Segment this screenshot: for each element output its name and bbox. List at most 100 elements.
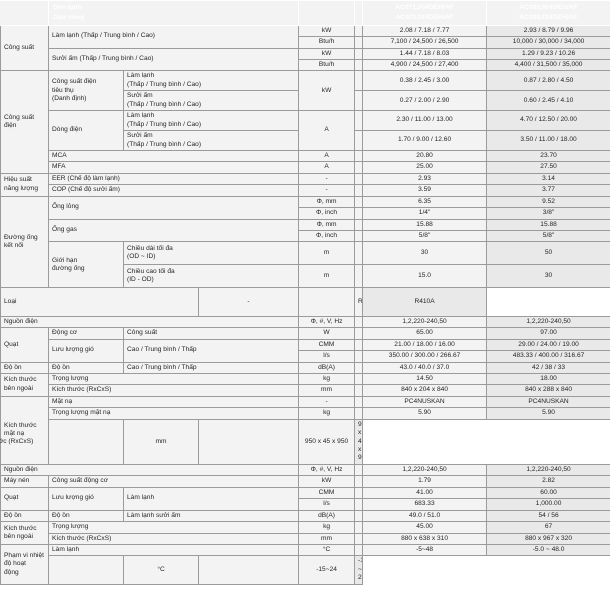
- row-label-cooling-range: Làm lạnh (Thấp / Trung bình / Cao): [48, 24, 300, 49]
- column-gap: [354, 407, 364, 420]
- row-label-cooling: Làm lạnh (Thấp / Trung bình / Cao): [123, 70, 300, 92]
- unit-cell: CMM: [298, 486, 356, 500]
- dimension-line1: Kích thước: [4, 376, 37, 384]
- row-label-power-input: Công suất điện tiêu thụ (Danh định): [48, 70, 125, 112]
- table-row: Dàn lạnh Nguồn điện Φ, #, V, Hz 1,2,220-…: [0, 315, 610, 420]
- max-height-line2: (ID - OD): [127, 276, 154, 284]
- column-gap: [354, 47, 364, 61]
- table-row: Hiệu suất năng lượng EER (Chế độ làm lạn…: [0, 172, 610, 197]
- table-header-row: Model Dàn lạnh Dàn nóng AC071JN4DEH/AF A…: [0, 0, 610, 26]
- table-row: Độ ồn Độ ồn Cao / Trung bình / Thấp dB(A…: [0, 361, 610, 374]
- table-row: Kích thước mặt nạ Mặt nạ - PC4NUSKAN PC4…: [0, 395, 610, 465]
- value-cell: 1,2,220-240,50: [362, 463, 488, 477]
- value-cell: 41.00: [362, 486, 488, 500]
- value-cell: 7,100 / 24,500 / 26,500: [362, 36, 488, 49]
- row-label-airflow: Lưu lượng gió: [48, 486, 125, 511]
- row-label-max-length: Chiều dài tối đa (OD ~ ID): [123, 241, 300, 266]
- cooling-range-note: (Thấp / Trung bình / Cao): [127, 80, 202, 88]
- model-2-indoor: AC090JN4DEH/AF: [519, 4, 579, 11]
- value-cell: 4,900 / 24,500 / 27,400: [362, 58, 488, 72]
- unit-cell: kg: [298, 372, 356, 386]
- value-cell: 23.70: [486, 149, 610, 163]
- header-gap: [354, 0, 364, 26]
- value-cell: 483.33 / 400.00 / 316.67: [486, 350, 610, 363]
- table-row: Kích thước (RxCxS) mm 840 x 204 x 840 84…: [0, 384, 610, 397]
- row-label-power-source: Nguồn điện: [0, 463, 300, 477]
- value-cell: 6.35: [362, 195, 488, 209]
- unit-cell: A: [298, 161, 356, 174]
- column-gap: [354, 70, 364, 92]
- table-row: Btu/h 4,900 / 24,500 / 27,400 4,400 / 31…: [0, 58, 610, 72]
- panel-line1: Kích thước: [4, 421, 37, 429]
- column-gap: [354, 130, 364, 151]
- value-cell: 1.79: [362, 475, 488, 488]
- row-label-piping: Đường ống kết nối: [0, 195, 50, 289]
- table-row: Kích thước bên ngoài Trọng lượng kg 45.0…: [0, 521, 610, 545]
- header-model-column-1: AC071JN4DEH/AF AC071JX4DEH/AF: [362, 0, 488, 26]
- column-gap: [354, 543, 364, 557]
- value-cell: 5/8": [362, 229, 488, 243]
- unit-cell: Φ, inch: [298, 207, 356, 220]
- heating-label: Sưởi ấm: [127, 132, 153, 140]
- column-gap: [354, 395, 364, 409]
- row-label-dimension: Kích thước bên ngoài: [0, 372, 50, 397]
- value-cell: 60.00: [486, 486, 610, 500]
- row-label-mfa: MFA: [48, 161, 300, 174]
- value-cell: R410A: [362, 287, 488, 317]
- row-label-panel-weight: Trọng lượng mặt nạ: [48, 407, 300, 420]
- value-cell: 1.44 / 7.18 / 8.03: [362, 47, 488, 61]
- value-cell: 3.50 / 11.00 / 18.00: [486, 130, 610, 151]
- value-cell: 950 x 45 x 950: [354, 418, 364, 465]
- column-gap: [198, 555, 300, 585]
- unit-cell: Btu/h: [298, 58, 356, 72]
- row-label-fan: Quạt: [0, 486, 50, 511]
- value-cell: 0.38 / 2.45 / 3.00: [362, 70, 488, 92]
- row-label-heating: Sưởi ấm (Thấp / Trung bình / Cao): [123, 130, 300, 151]
- column-gap: [354, 161, 364, 174]
- value-cell: 2.93: [362, 172, 488, 186]
- model-2-outdoor: AC090JX4DEH/AF: [519, 13, 578, 21]
- header-model-label: Model: [0, 0, 50, 26]
- value-cell: 65.00: [362, 327, 488, 340]
- cooling-range-note: (Thấp / Trung bình / Cao): [127, 120, 202, 128]
- unit-cell: kW: [298, 24, 356, 38]
- table-row: l/s 683.33 1,000.00: [0, 498, 610, 511]
- row-label-compressor-power: Công suất động cơ: [48, 475, 300, 488]
- unit-cell: W: [298, 327, 356, 340]
- column-gap: [354, 384, 364, 397]
- unit-cell: Φ, inch: [298, 229, 356, 243]
- unit-cell: kW: [298, 70, 356, 112]
- value-cell: 50: [486, 241, 610, 266]
- table-row: Sưởi ấm °C -15~24 -15.0 ~ 24.0: [0, 555, 610, 585]
- value-cell: 1,000.00: [486, 498, 610, 511]
- dimension-line2: bên ngoài: [4, 533, 33, 540]
- row-label-cooling-heating: Làm lạnh sưởi ấm: [123, 509, 300, 523]
- column-gap: [354, 172, 364, 186]
- value-cell: 880 x 638 x 310: [362, 532, 488, 545]
- cooling-label: Làm lạnh: [127, 112, 155, 120]
- column-gap: [354, 372, 364, 386]
- table-row: MFA A 25.00 27.50: [0, 161, 610, 174]
- unit-cell: Φ, mm: [298, 195, 356, 209]
- cooling-label: Làm lạnh: [127, 72, 155, 80]
- table-row: Dòng điện Làm lạnh (Thấp / Trung bình / …: [0, 110, 610, 151]
- value-cell: 350.00 / 300.00 / 266.67: [362, 350, 488, 363]
- unit-cell: l/s: [298, 350, 356, 363]
- row-label-noise-sub: Độ ồn: [48, 361, 125, 374]
- table-row: Kích thước (RxCxS) mm 880 x 638 x 310 88…: [0, 532, 610, 545]
- unit-cell: A: [298, 110, 356, 151]
- temp-range-line2: động: [4, 568, 19, 576]
- value-cell: PC4NUSKAN: [362, 395, 488, 409]
- model-1-outdoor: AC071JX4DEH/AF: [395, 13, 454, 21]
- table-row: l/s 350.00 / 300.00 / 266.67 483.33 / 40…: [0, 350, 610, 363]
- column-gap: [354, 521, 364, 534]
- row-label-liquid-pipe: Ống lỏng: [48, 195, 300, 220]
- value-cell: 2.08 / 7.18 / 7.77: [362, 24, 488, 38]
- power-input-line1: Công suất điện: [52, 78, 97, 86]
- value-cell: 67: [486, 521, 610, 534]
- unit-cell: mm: [123, 418, 200, 465]
- column-gap: [354, 195, 364, 209]
- unit-cell: A: [298, 149, 356, 163]
- unit-cell: -: [298, 395, 356, 409]
- pipe-limit-line2: đường ống: [52, 264, 85, 272]
